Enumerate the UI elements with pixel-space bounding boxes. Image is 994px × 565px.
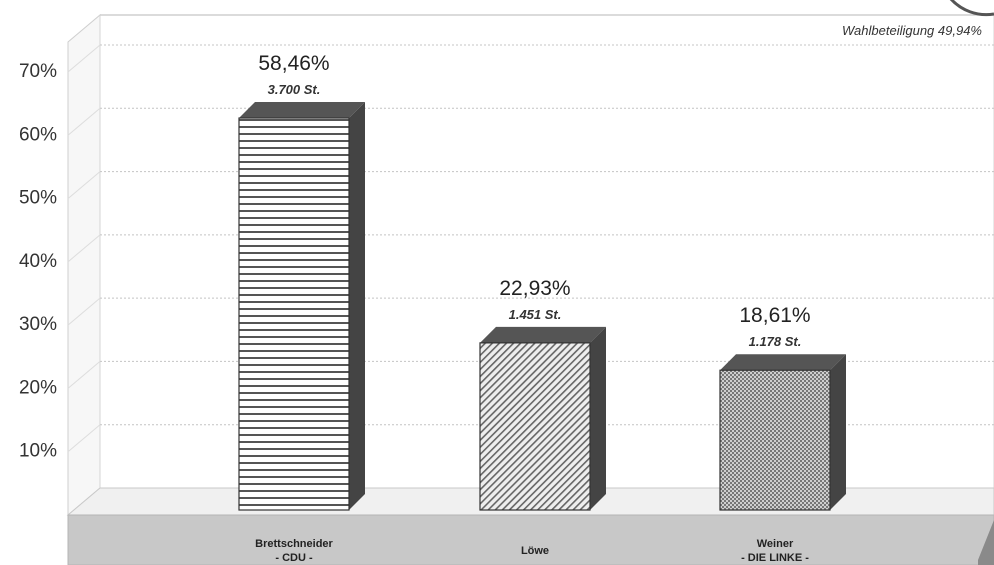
- turnout-annotation: Wahlbeteiligung 49,94%: [842, 23, 982, 38]
- bar: [479, 342, 591, 511]
- bar-top: [239, 102, 365, 119]
- side-gridline: [67, 424, 101, 453]
- bar-votes-label: 1.451 St.: [509, 307, 562, 322]
- side-gridline: [67, 297, 101, 326]
- bar-top: [720, 354, 846, 371]
- bar-percent-label: 18,61%: [739, 304, 810, 327]
- bar-percent-label: 22,93%: [499, 277, 570, 300]
- y-tick-label: 30%: [19, 314, 57, 335]
- category-label: Brettschneider: [255, 538, 333, 550]
- chart-floor-front: [67, 514, 994, 565]
- side-gridline: [67, 234, 101, 263]
- category-sublabel: - CDU -: [275, 552, 313, 564]
- side-gridline: [67, 171, 101, 199]
- y-tick-label: 20%: [19, 377, 57, 398]
- bars: [238, 102, 846, 511]
- y-tick-label: 60%: [19, 124, 57, 145]
- side-gridline: [67, 361, 101, 389]
- bar-side: [590, 326, 606, 510]
- bar-group: [479, 326, 606, 511]
- category-labels: Brettschneider - CDU - Löwe Weiner - DIE LIN…: [255, 538, 809, 564]
- bar-percent-label: 58,46%: [258, 52, 329, 75]
- left-side-wall: [67, 13, 101, 517]
- side-gridline: [67, 107, 101, 136]
- bar-group: [238, 102, 365, 511]
- y-tick-label: 40%: [19, 251, 57, 272]
- bar-top: [480, 326, 606, 343]
- side-gridline: [67, 44, 101, 73]
- y-tick-label: 50%: [19, 188, 57, 209]
- category-label: Löwe: [521, 545, 549, 557]
- bar: [719, 369, 831, 511]
- logo-icon: [949, 0, 994, 17]
- bar-votes-label: 3.700 St.: [268, 82, 321, 97]
- category-label: Weiner: [757, 538, 794, 550]
- bar: [238, 117, 350, 511]
- bar-votes-label: 1.178 St.: [749, 334, 802, 349]
- bar-side: [349, 102, 365, 511]
- bar-labels: 58,46% 3.700 St. 22,93% 1.451 St. 18,61% 1.17…: [258, 52, 810, 349]
- category-sublabel: - DIE LINKE -: [741, 552, 809, 564]
- y-axis: 10% 20% 30% 40% 50% 60% 70%: [19, 61, 57, 462]
- y-tick-label: 70%: [19, 61, 57, 82]
- bar-group: [719, 354, 846, 511]
- y-tick-label: 10%: [19, 441, 57, 462]
- floor-right-edge: [978, 520, 994, 565]
- bar-side: [830, 354, 846, 510]
